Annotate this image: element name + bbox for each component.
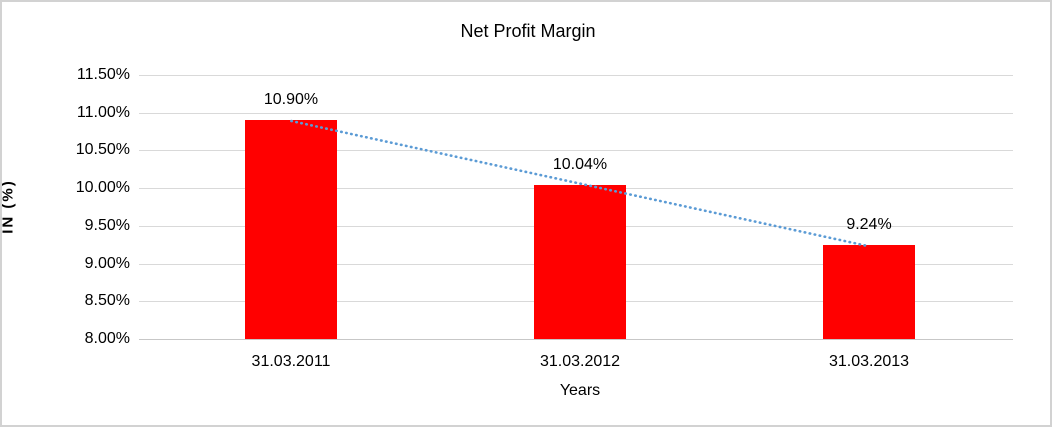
bar [245,120,337,339]
y-axis-title: IN (%) [0,179,17,234]
x-tick-label: 31.03.2012 [539,353,621,370]
y-tick-label: 8.00% [84,330,130,347]
x-tick-label: 31.03.2013 [828,353,910,370]
bar [534,185,626,339]
y-tick-label: 11.50% [76,66,130,83]
bar [823,245,915,339]
y-tick-label: 9.50% [84,217,130,234]
gridline [139,75,1013,76]
y-tick-label: 10.00% [75,179,130,196]
y-tick-label: 8.50% [84,292,130,309]
y-tick-label: 11.00% [76,104,130,121]
x-axis-title: Years [559,382,601,399]
gridline [139,113,1013,114]
x-axis-line [139,339,1013,340]
y-tick-label: 10.50% [75,141,130,158]
bar-data-label: 9.24% [846,216,892,233]
y-tick-label: 9.00% [84,255,130,272]
chart-title: Net Profit Margin [460,21,596,41]
bar-data-label: 10.04% [552,156,608,173]
x-tick-label: 31.03.2011 [251,353,331,370]
bar-data-label: 10.90% [263,91,319,108]
